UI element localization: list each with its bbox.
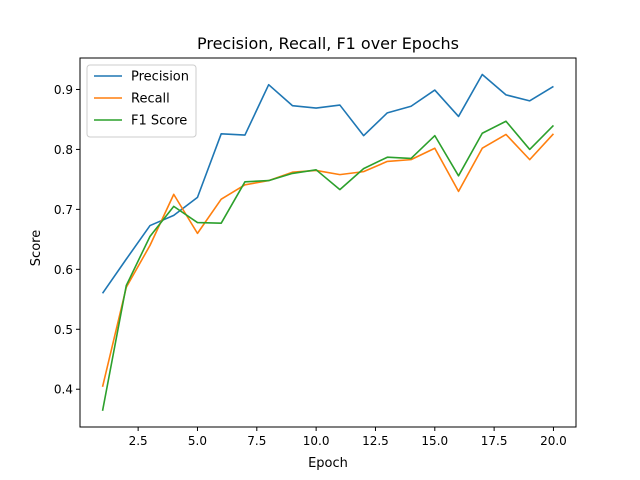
y-tick-label: 0.6	[54, 263, 73, 277]
x-tick-label: 12.5	[362, 434, 389, 448]
y-tick-label: 0.7	[54, 203, 73, 217]
x-tick-label: 5.0	[188, 434, 207, 448]
x-tick-label: 2.5	[129, 434, 148, 448]
series-line-recall	[101, 133, 555, 388]
plot-frame	[79, 57, 577, 428]
x-tick-label: 15.0	[421, 434, 448, 448]
y-tick-label: 0.9	[54, 83, 73, 97]
legend-label-recall: Recall	[131, 92, 170, 107]
x-tick-label: 17.5	[481, 434, 508, 448]
series-line-precision	[101, 73, 554, 294]
x-tick-label: 10.0	[303, 434, 330, 448]
x-axis: 2.5 5.0 7.5 10.0 12.5 15.0 17.5 20.0	[129, 427, 567, 448]
y-tick-label: 0.4	[54, 383, 73, 397]
legend: Precision Recall F1 Score	[86, 64, 197, 138]
y-axis-label: Score	[29, 230, 44, 266]
series-layer	[101, 73, 555, 411]
legend-label-precision: Precision	[131, 70, 189, 85]
x-tick-label: 20.0	[540, 434, 567, 448]
y-tick-label: 0.5	[54, 323, 73, 337]
legend-box	[86, 64, 197, 138]
series-line-f1-score	[101, 120, 555, 411]
y-tick-label: 0.8	[54, 143, 73, 157]
chart-title: Precision, Recall, F1 over Epochs	[197, 34, 459, 53]
x-tick-label: 7.5	[247, 434, 266, 448]
x-axis-label: Epoch	[308, 456, 348, 471]
legend-label-f1-score: F1 Score	[131, 114, 187, 129]
y-axis: 0.4 0.5 0.6 0.7 0.8 0.9	[54, 83, 80, 397]
